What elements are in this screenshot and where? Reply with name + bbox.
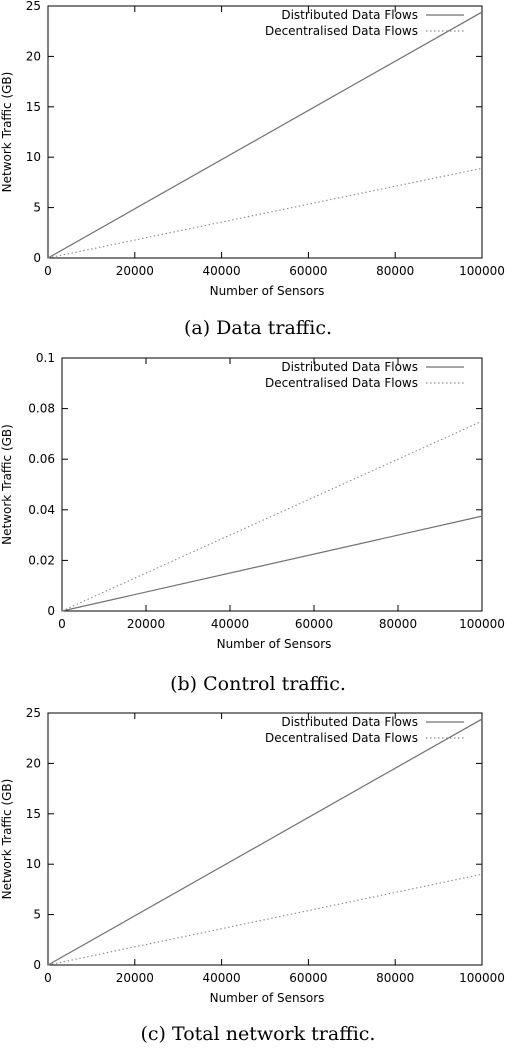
series-line-2 [47, 167, 483, 259]
x-axis-label: Number of Sensors [210, 991, 325, 1005]
x-tick-label: 60000 [289, 971, 327, 985]
y-tick-label: 25 [26, 706, 41, 720]
x-tick-label: 40000 [203, 971, 241, 985]
y-tick-label: 10 [26, 857, 41, 871]
x-axis-label: Number of Sensors [217, 637, 332, 651]
y-tick-label: 10 [26, 150, 41, 164]
y-tick-label: 20 [26, 49, 41, 63]
y-axis-label: Network Traffic (GB) [0, 779, 14, 900]
y-tick-label: 0 [47, 604, 55, 618]
y-tick-label: 15 [26, 100, 41, 114]
x-tick-label: 0 [44, 264, 52, 278]
y-tick-label: 0.04 [28, 503, 55, 517]
x-tick-label: 40000 [211, 617, 249, 631]
chart-panel-3: 0 20000 40000 60000 80000 100000 0 5 10 15 20 25 Num… [0, 706, 505, 1045]
y-tick-label: 0.1 [36, 351, 55, 365]
y-tick-label: 15 [26, 807, 41, 821]
legend-label-2: Decentralised Data Flows [265, 24, 418, 38]
chart-panel-1: 0 20000 40000 60000 80000 100000 0 5 10 15 20 25 Num… [0, 0, 505, 339]
series-line-2 [61, 420, 483, 612]
x-tick-label: 20000 [116, 971, 154, 985]
x-tick-label: 80000 [379, 617, 417, 631]
plot-area-border [47, 712, 483, 966]
x-tick-label: 20000 [116, 264, 154, 278]
x-tick-label: 100000 [459, 971, 505, 985]
series-line-2 [47, 873, 483, 966]
plot-area-border [47, 5, 483, 259]
y-tick-label: 0 [33, 251, 41, 265]
x-tick-label: 100000 [459, 264, 505, 278]
y-tick-label: 25 [26, 0, 41, 13]
x-tick-label: 100000 [459, 617, 505, 631]
x-axis-label: Number of Sensors [210, 284, 325, 298]
x-tick-label: 80000 [376, 264, 414, 278]
y-tick-label: 0 [33, 958, 41, 972]
x-tick-label: 0 [58, 617, 66, 631]
y-tick-label: 0.02 [28, 553, 55, 567]
y-tick-label: 5 [33, 201, 41, 215]
y-tick-label: 0.06 [28, 452, 55, 466]
y-tick-label: 20 [26, 756, 41, 770]
y-tick-label: 5 [33, 908, 41, 922]
x-tick-label: 0 [44, 971, 52, 985]
figure-caption: (c) Total network traffic. [141, 1023, 376, 1045]
series-line-1 [47, 718, 483, 966]
x-tick-label: 60000 [295, 617, 333, 631]
x-tick-label: 40000 [203, 264, 241, 278]
legend-label-1: Distributed Data Flows [281, 715, 418, 729]
y-tick-label: 0.08 [28, 402, 55, 416]
series-line-1 [47, 11, 483, 259]
x-tick-label: 20000 [127, 617, 165, 631]
y-axis-label: Network Traffic (GB) [0, 72, 14, 193]
y-axis-label: Network Traffic (GB) [0, 424, 14, 545]
x-tick-label: 60000 [289, 264, 327, 278]
legend-label-2: Decentralised Data Flows [265, 731, 418, 745]
figure-caption: (a) Data traffic. [184, 317, 332, 339]
x-tick-label: 80000 [376, 971, 414, 985]
legend-label-2: Decentralised Data Flows [265, 376, 418, 390]
series-line-1 [61, 515, 483, 612]
chart-panel-2: 0 20000 40000 60000 80000 100000 0 0.02 0.04 0.06… [0, 351, 505, 695]
plot-area-border [61, 357, 483, 612]
legend-label-1: Distributed Data Flows [281, 8, 418, 22]
legend-label-1: Distributed Data Flows [281, 360, 418, 374]
figure-caption: (b) Control traffic. [170, 673, 346, 695]
